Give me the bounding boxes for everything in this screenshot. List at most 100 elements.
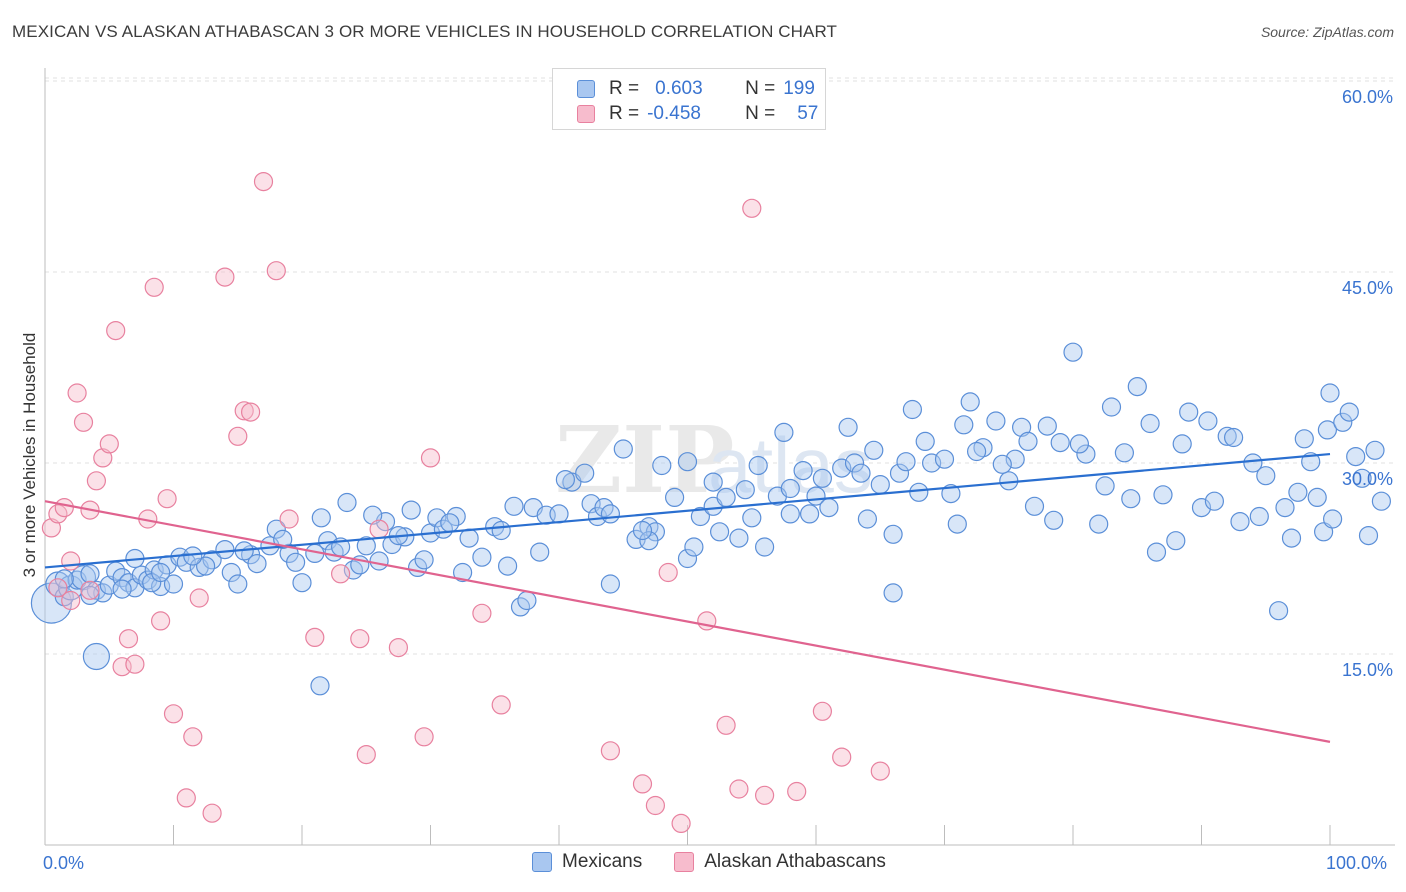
mexicans-point xyxy=(703,472,723,492)
mexicans-point xyxy=(1358,525,1379,546)
mexicans-point xyxy=(690,506,711,527)
alaskan-athabascans-swatch xyxy=(577,105,595,123)
stats-row-alaskan-athabascans: R = -0.458 N = 57 xyxy=(577,102,818,126)
alaskan-athabascans-point xyxy=(163,704,184,724)
alaskan-athabascans-point xyxy=(125,654,145,674)
mexicans-point xyxy=(1281,528,1302,548)
alaskan-athabascans-point xyxy=(331,564,351,584)
mexicans-point xyxy=(729,528,749,548)
alaskan-athabascans-point xyxy=(787,781,807,802)
mexicans-point xyxy=(530,542,550,562)
mexicans-point xyxy=(504,496,524,516)
mexicans-point xyxy=(310,676,330,696)
mexicans-point xyxy=(613,439,633,459)
mexicans-point xyxy=(754,537,775,557)
stats-row-mexicans: R = 0.603 N = 199 xyxy=(577,77,815,101)
legend-item-mexicans[interactable]: Mexicans xyxy=(532,851,642,873)
mexicans-trend-line xyxy=(44,452,1331,569)
mexicans-point xyxy=(1249,506,1269,527)
mexicans-point xyxy=(266,519,286,539)
alaskan-athabascans-point xyxy=(80,580,100,600)
mexicans-point xyxy=(1069,434,1090,454)
alaskan-athabascans-point xyxy=(228,426,248,446)
alaskan-athabascans-point xyxy=(54,498,74,518)
mexicans-point xyxy=(812,468,833,488)
alaskan-athabascans-point xyxy=(183,727,203,747)
mexicans-point xyxy=(1179,402,1199,422)
y-tick-30: 30.0% xyxy=(1341,469,1393,489)
mexicans-point xyxy=(832,458,852,478)
mexicans-point xyxy=(844,453,865,473)
alaskan-athabascans-point xyxy=(157,489,177,509)
mexicans-point xyxy=(549,504,569,524)
mexicans-point xyxy=(1127,377,1147,397)
r-value: -0.458 xyxy=(647,103,701,124)
mexicans-point xyxy=(1320,383,1340,403)
mexicans-point xyxy=(896,452,916,472)
alaskan-athabascans-point xyxy=(388,637,408,658)
alaskan-athabascans-point xyxy=(632,774,653,794)
alaskan-athabascans-point xyxy=(151,611,171,631)
mexicans-point xyxy=(748,455,768,476)
alaskan-athabascans-point xyxy=(144,277,164,297)
alaskan-athabascans-legend-swatch xyxy=(674,852,695,872)
mexicans-legend-swatch xyxy=(532,852,552,872)
source-label: Source: ZipAtlas.com xyxy=(1260,24,1394,40)
chart-title: MEXICAN VS ALASKAN ATHABASCAN 3 OR MORE … xyxy=(12,22,838,41)
mexicans-point xyxy=(440,513,460,533)
n-label: N = xyxy=(745,78,776,99)
alaskan-athabascans-point xyxy=(729,779,749,799)
mexicans-point xyxy=(1089,514,1109,534)
legend-item-alaskan-athabascans[interactable]: Alaskan Athabascans xyxy=(674,851,886,873)
mexicans-point xyxy=(1365,440,1385,460)
n-value: 199 xyxy=(783,78,815,99)
mexicans-point xyxy=(639,531,659,551)
mexicans-point xyxy=(196,556,216,576)
mexicans-point xyxy=(337,492,357,513)
mexicans-point xyxy=(915,431,935,451)
alaskan-athabascans-point xyxy=(61,551,81,571)
mexicans-point xyxy=(793,461,813,481)
mexicans-point xyxy=(1095,476,1115,496)
alaskan-athabascans-point xyxy=(67,383,87,403)
mexicans-point xyxy=(954,415,974,435)
alaskan-athabascans-point xyxy=(253,172,274,192)
mexicans-point xyxy=(472,547,492,567)
mexicans-point xyxy=(664,487,685,507)
alaskan-athabascans-point xyxy=(86,471,107,491)
mexicans-point xyxy=(819,498,839,518)
alaskan-athabascans-point xyxy=(742,198,762,218)
mexicans-point xyxy=(947,514,967,534)
mexicans-point xyxy=(780,478,800,499)
mexicans-point xyxy=(286,552,306,572)
watermark: ZIP xyxy=(555,406,734,514)
alaskan-athabascans-point xyxy=(812,701,833,721)
stats-legend: R = 0.603 N = 199 R = -0.458 N = 57 xyxy=(552,68,826,130)
mexicans-point xyxy=(1037,416,1057,436)
mexicans-point xyxy=(1018,431,1038,451)
alaskan-athabascans-point xyxy=(491,695,511,715)
alaskan-athabascans-point xyxy=(472,603,492,623)
alaskan-athabascans-point xyxy=(176,788,196,808)
mexicans-point xyxy=(742,508,762,528)
alaskan-athabascans-trend-line xyxy=(44,500,1331,743)
alaskan-athabascans-point xyxy=(671,813,691,834)
mexicans-point xyxy=(1333,412,1353,432)
mexicans-point xyxy=(1121,489,1141,509)
mexicans-point xyxy=(902,399,923,420)
mexicans-point xyxy=(799,504,820,524)
mexicans-point xyxy=(992,454,1012,474)
mexicans-point xyxy=(1166,531,1186,551)
r-value: 0.603 xyxy=(655,78,703,99)
mexicans-point xyxy=(1063,342,1083,362)
mexicans-point xyxy=(716,487,736,507)
mexicans-point xyxy=(780,504,800,524)
alaskan-athabascans-point xyxy=(414,727,434,747)
y-tick-15: 15.0% xyxy=(1341,660,1393,680)
alaskan-athabascans-point xyxy=(350,629,370,649)
alaskan-athabascans-point xyxy=(305,627,325,648)
mexicans-point xyxy=(600,504,621,524)
mexicans-point xyxy=(1172,434,1192,454)
mexicans-point xyxy=(1140,413,1160,434)
mexicans-point xyxy=(459,528,479,548)
